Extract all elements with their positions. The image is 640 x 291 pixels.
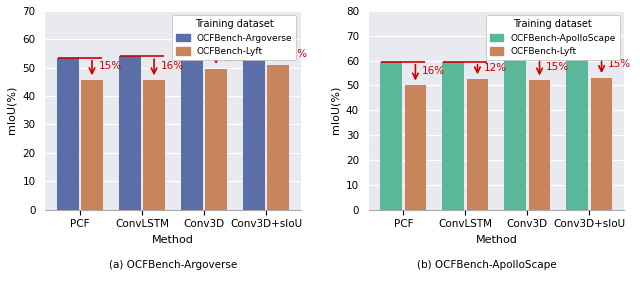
Bar xyxy=(181,54,203,210)
Text: 10%: 10% xyxy=(223,54,246,63)
Text: (b) OCFBench-ApolloScape: (b) OCFBench-ApolloScape xyxy=(417,260,556,270)
Y-axis label: mIoU(%): mIoU(%) xyxy=(330,86,340,134)
Bar xyxy=(529,80,550,210)
Bar xyxy=(268,65,289,210)
Text: (a) OCFBench-Argoverse: (a) OCFBench-Argoverse xyxy=(109,260,237,270)
Bar xyxy=(243,49,265,210)
Bar xyxy=(57,58,79,210)
Bar xyxy=(205,69,227,210)
Text: 10%: 10% xyxy=(285,49,308,59)
Legend: OCFBench-ApolloScape, OCFBench-Lyft: OCFBench-ApolloScape, OCFBench-Lyft xyxy=(486,15,620,60)
Bar xyxy=(404,86,426,210)
Bar xyxy=(442,62,464,210)
Bar xyxy=(467,79,488,210)
Text: 16%: 16% xyxy=(422,66,445,76)
Bar xyxy=(504,58,526,210)
Bar xyxy=(566,56,588,210)
Text: 12%: 12% xyxy=(484,63,507,73)
Legend: OCFBench-Argoverse, OCFBench-Lyft: OCFBench-Argoverse, OCFBench-Lyft xyxy=(172,15,296,60)
Text: 15%: 15% xyxy=(608,59,631,69)
Text: 15%: 15% xyxy=(99,61,122,71)
X-axis label: Method: Method xyxy=(152,235,194,245)
Bar xyxy=(380,62,402,210)
Text: 16%: 16% xyxy=(161,61,184,70)
Bar xyxy=(591,78,612,210)
Bar xyxy=(81,80,103,210)
X-axis label: Method: Method xyxy=(476,235,517,245)
Y-axis label: mIoU(%): mIoU(%) xyxy=(7,86,17,134)
Bar xyxy=(119,56,141,210)
Bar xyxy=(143,80,165,210)
Text: 15%: 15% xyxy=(546,62,569,72)
